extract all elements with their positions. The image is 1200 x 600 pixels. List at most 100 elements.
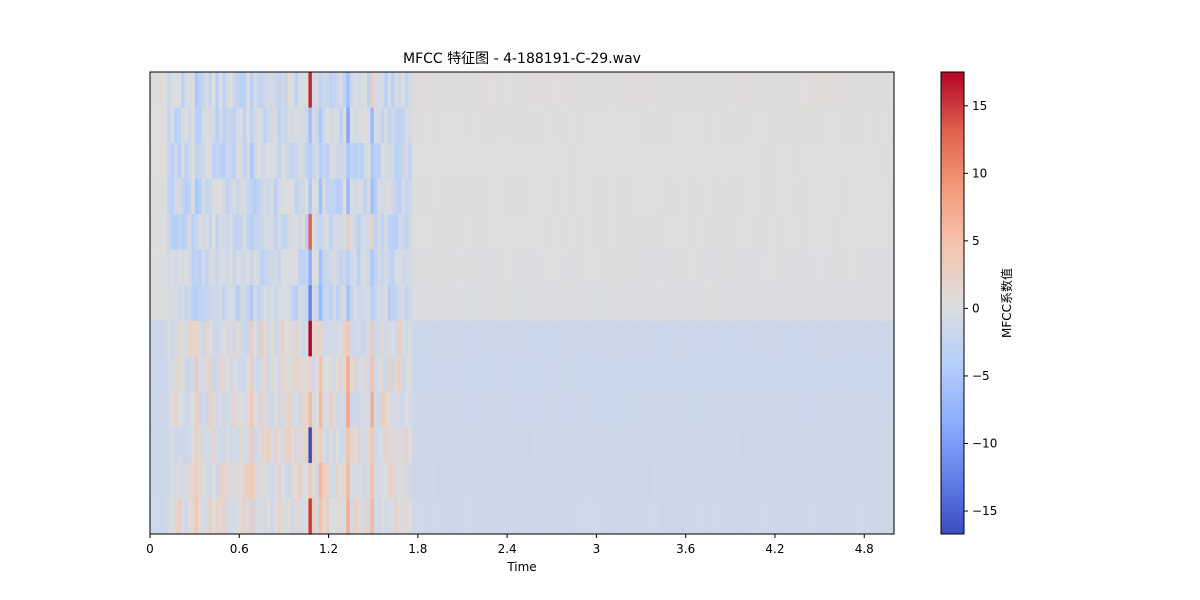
heatmap-cell (549, 178, 554, 215)
heatmap-cell (749, 498, 754, 535)
heatmap-cell (253, 285, 258, 322)
heatmap-cell (807, 427, 812, 464)
heatmap-cell (608, 143, 613, 180)
heatmap-cell (218, 178, 223, 215)
heatmap-cell (677, 285, 682, 322)
heatmap-cell (797, 214, 802, 251)
heatmap-cell (856, 107, 861, 144)
heatmap-cell (818, 320, 823, 357)
heatmap-cell (828, 391, 833, 428)
heatmap-cell (360, 285, 365, 322)
heatmap-cell (683, 356, 688, 393)
heatmap-cell (652, 391, 657, 428)
heatmap-cell (280, 72, 285, 109)
heatmap-cell (429, 214, 434, 251)
heatmap-cell (280, 285, 285, 322)
heatmap-cell (477, 214, 482, 251)
heatmap-cell (852, 462, 857, 500)
heatmap-cell (597, 391, 602, 428)
heatmap-cell (732, 143, 737, 180)
heatmap-cell (690, 107, 695, 144)
heatmap-cell (256, 178, 261, 215)
heatmap-cell (856, 214, 861, 251)
heatmap-cell (170, 143, 175, 180)
heatmap-cell (821, 214, 826, 251)
heatmap-cell (370, 178, 375, 215)
heatmap-cell (198, 107, 203, 144)
heatmap-cell (687, 178, 692, 215)
heatmap-cell (370, 107, 375, 144)
heatmap-cell (205, 391, 210, 428)
heatmap-cell (577, 178, 582, 215)
heatmap-cell (463, 498, 468, 535)
heatmap-cell (236, 285, 241, 322)
heatmap-cell (274, 214, 279, 251)
heatmap-cell (353, 214, 358, 251)
plot-frame (149, 71, 895, 535)
heatmap-cell (783, 143, 788, 180)
heatmap-cell (256, 498, 261, 535)
heatmap-cell (363, 320, 368, 357)
heatmap-cell (508, 356, 513, 393)
heatmap-cell (267, 462, 272, 500)
heatmap-cell (329, 498, 334, 535)
heatmap-cell (728, 143, 733, 180)
heatmap-cell (749, 249, 754, 286)
heatmap-cell (363, 143, 368, 180)
heatmap-cell (663, 391, 668, 428)
heatmap-cell (177, 427, 182, 464)
heatmap-cell (615, 356, 620, 393)
heatmap-cell (739, 143, 744, 180)
heatmap-cell (270, 320, 275, 357)
heatmap-cell (673, 214, 678, 251)
heatmap-cell (673, 178, 678, 215)
heatmap-cell (807, 249, 812, 286)
heatmap-cell (181, 391, 186, 428)
heatmap-cell (842, 498, 847, 535)
heatmap-cell (528, 214, 533, 251)
heatmap-cell (714, 178, 719, 215)
heatmap-cell (749, 107, 754, 144)
heatmap-cell (318, 107, 323, 144)
heatmap-cell (652, 462, 657, 500)
heatmap-cell (694, 72, 699, 109)
heatmap-cell (249, 356, 254, 393)
heatmap-cell (291, 356, 296, 393)
heatmap-cell (790, 214, 795, 251)
heatmap-cell (745, 72, 750, 109)
heatmap-cell (473, 214, 478, 251)
heatmap-cell (380, 285, 385, 322)
heatmap-cell (305, 391, 310, 428)
heatmap-cell (566, 320, 571, 357)
heatmap-cell (456, 320, 461, 357)
heatmap-cell (246, 320, 251, 357)
heatmap-cell (883, 320, 888, 357)
heatmap-cell (287, 72, 292, 109)
heatmap-cell (573, 427, 578, 464)
heatmap-cell (522, 462, 527, 500)
heatmap-cell (291, 143, 296, 180)
heatmap-cell (625, 391, 630, 428)
heatmap-cell (463, 214, 468, 251)
heatmap-cell (308, 249, 313, 286)
heatmap-cell (539, 427, 544, 464)
heatmap-cell (170, 214, 175, 251)
heatmap-cell (236, 214, 241, 251)
heatmap-cell (718, 285, 723, 322)
heatmap-cell (153, 498, 158, 535)
heatmap-cell (453, 178, 458, 215)
heatmap-cell (656, 249, 661, 286)
heatmap-cell (690, 391, 695, 428)
heatmap-cell (360, 249, 365, 286)
heatmap-cell (425, 320, 430, 357)
heatmap-cell (621, 214, 626, 251)
heatmap-cell (294, 320, 299, 357)
heatmap-cell (208, 320, 213, 357)
heatmap-cell (222, 72, 227, 109)
heatmap-cell (756, 356, 761, 393)
heatmap-cell (546, 214, 551, 251)
heatmap-cell (535, 143, 540, 180)
heatmap-cell (212, 356, 217, 393)
heatmap-cell (776, 249, 781, 286)
heatmap-cell (239, 178, 244, 215)
